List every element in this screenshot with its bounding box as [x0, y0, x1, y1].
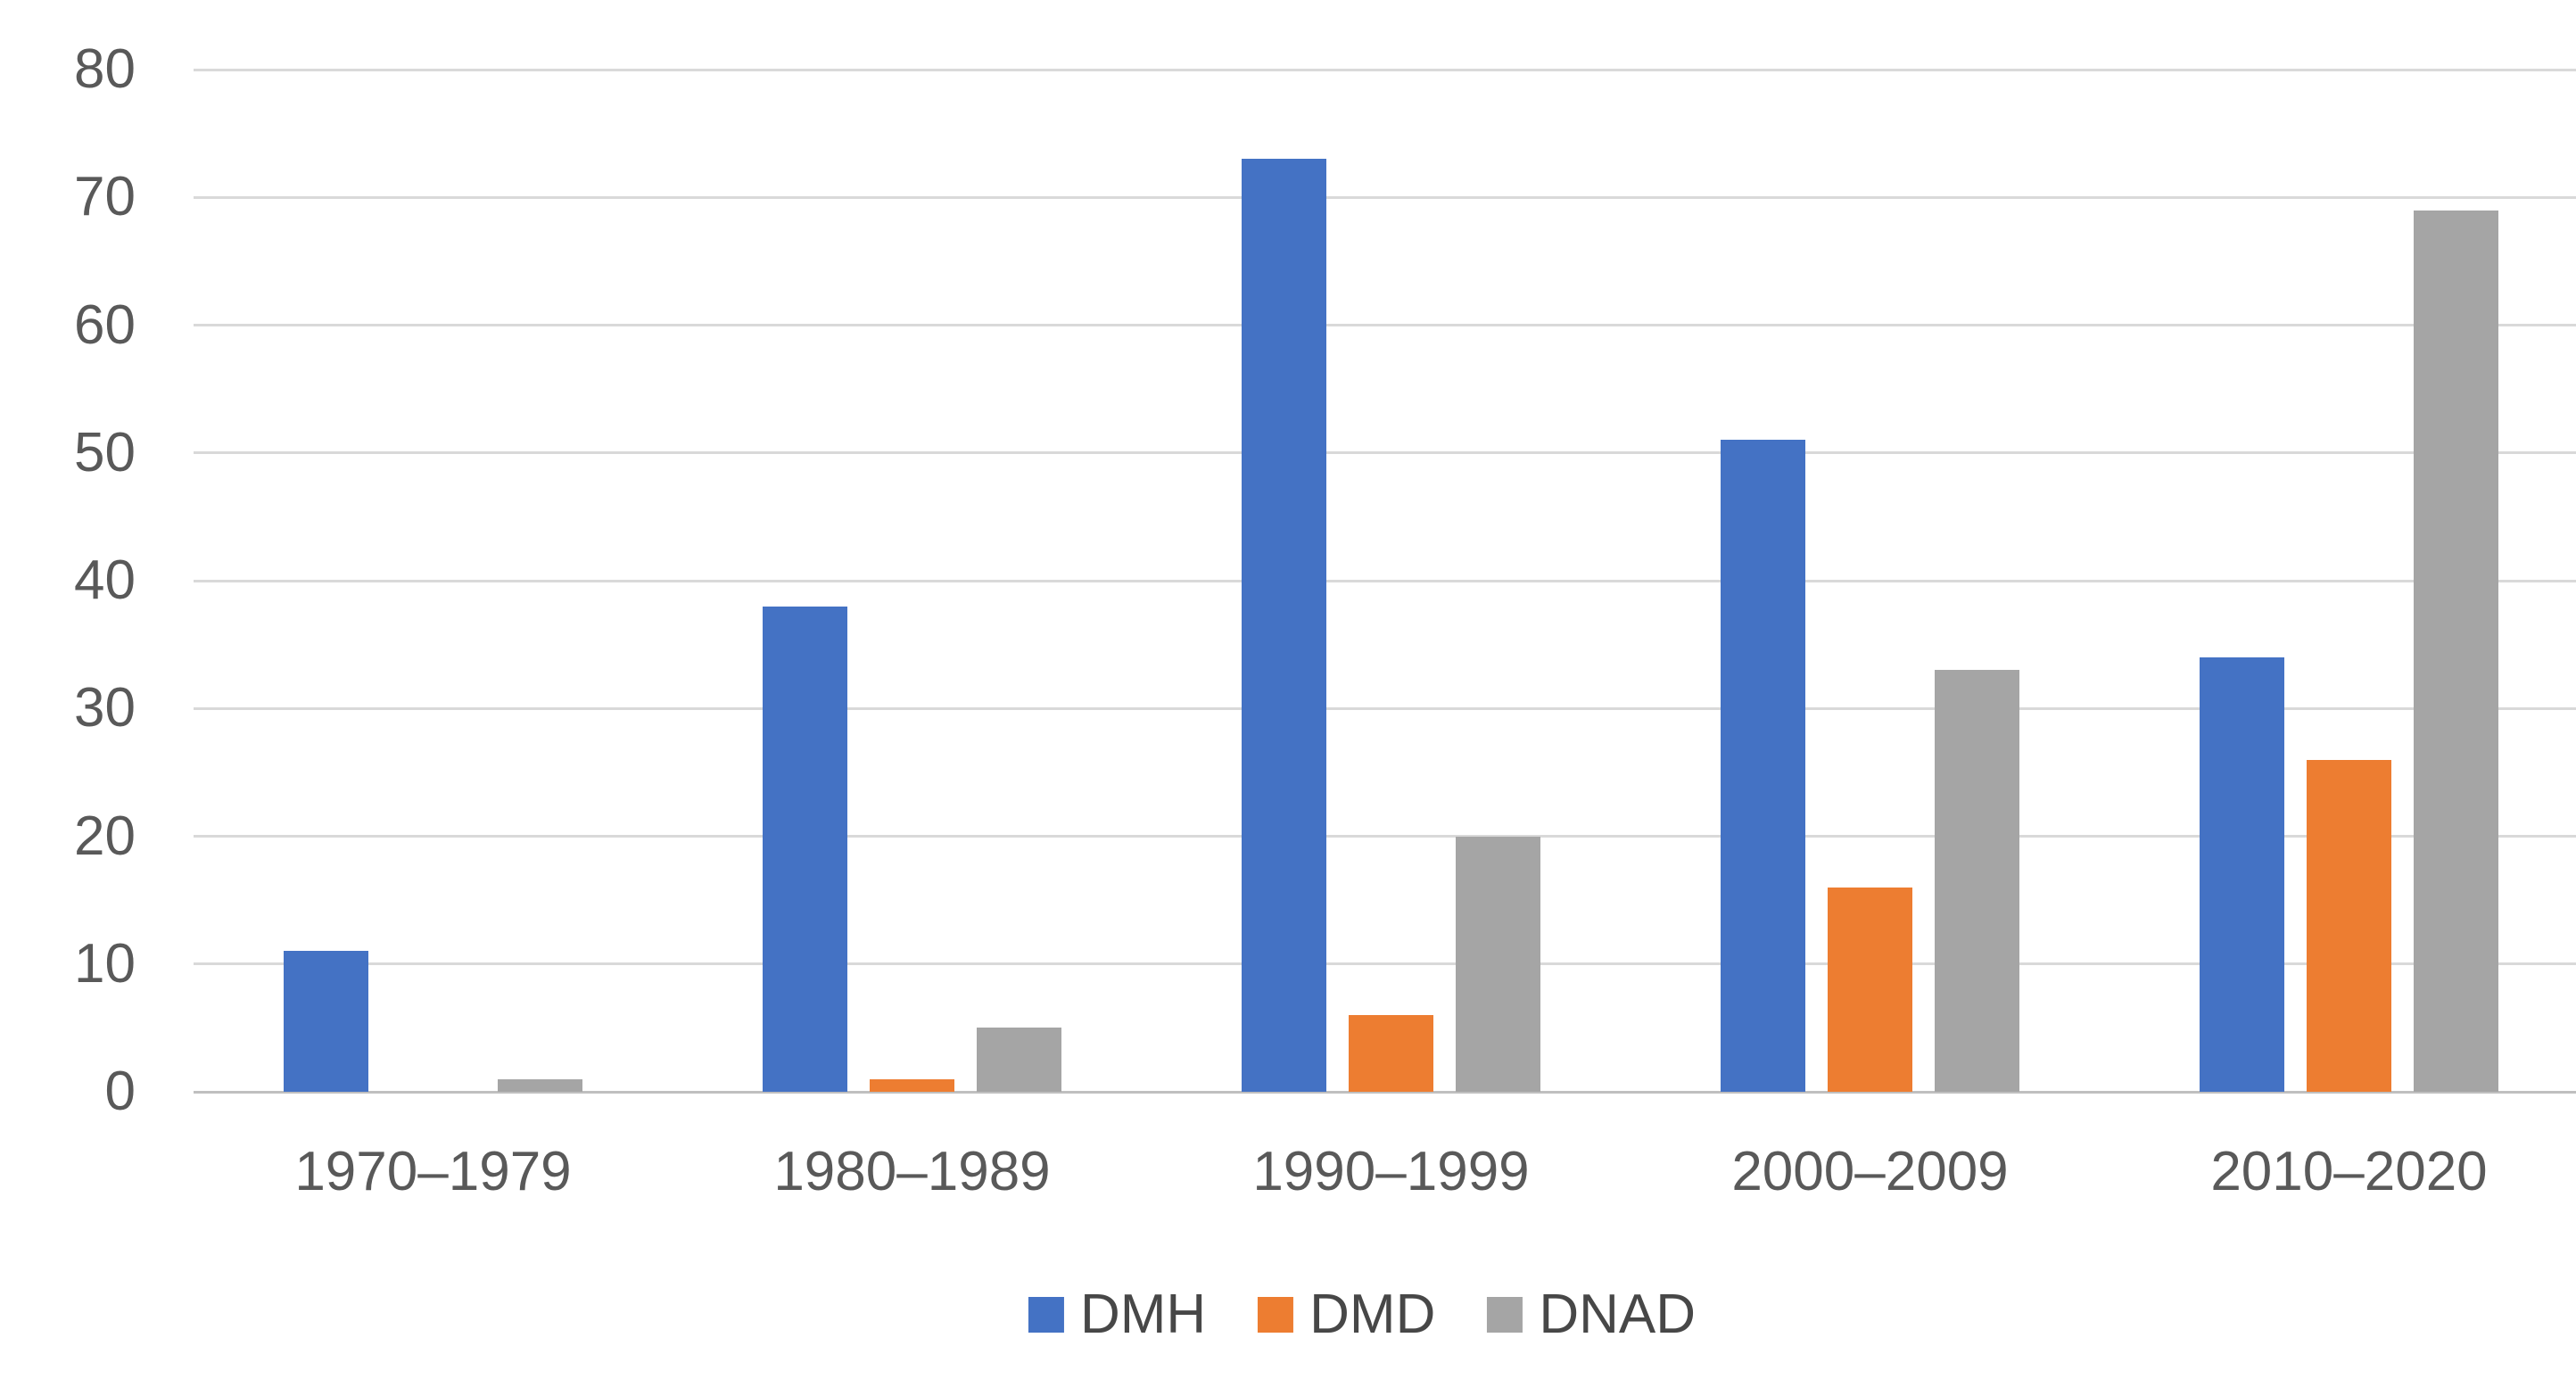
- y-tick-label-50: 50: [36, 425, 136, 482]
- gridline-40: [194, 580, 2576, 582]
- bar-dnad-2010–2020: [2414, 211, 2498, 1092]
- y-tick-label-40: 40: [36, 552, 136, 609]
- bar-dmh-2000–2009: [1721, 440, 1805, 1092]
- y-tick-label-10: 10: [36, 936, 136, 993]
- gridline-70: [194, 196, 2576, 199]
- bar-dnad-1970–1979: [498, 1079, 582, 1092]
- gridline-60: [194, 324, 2576, 326]
- bar-dmh-2010–2020: [2200, 657, 2284, 1092]
- bar-dmh-1970–1979: [284, 951, 368, 1092]
- legend-label-dmd: DMD: [1309, 1286, 1435, 1342]
- x-category-label-2000–2009: 2000–2009: [1603, 1144, 2138, 1201]
- legend-item-dmh: DMH: [1028, 1286, 1206, 1342]
- y-tick-label-30: 30: [36, 680, 136, 737]
- x-category-label-2010–2020: 2010–2020: [2082, 1144, 2576, 1201]
- bar-dmd-1990–1999: [1349, 1015, 1433, 1092]
- gridline-80: [194, 69, 2576, 71]
- legend-label-dmh: DMH: [1080, 1286, 1206, 1342]
- bar-dnad-1980–1989: [977, 1028, 1061, 1092]
- bar-dmh-1980–1989: [763, 607, 847, 1092]
- y-tick-label-80: 80: [36, 41, 136, 98]
- y-tick-label-0: 0: [36, 1063, 136, 1120]
- bar-dmd-2010–2020: [2307, 760, 2391, 1092]
- x-category-label-1990–1999: 1990–1999: [1124, 1144, 1659, 1201]
- legend: DMH DMD DNAD: [1028, 1286, 1696, 1342]
- x-category-label-1980–1989: 1980–1989: [645, 1144, 1180, 1201]
- bar-dnad-1990–1999: [1456, 837, 1540, 1093]
- legend-swatch-dnad: [1487, 1297, 1523, 1333]
- legend-item-dnad: DNAD: [1487, 1286, 1696, 1342]
- legend-label-dnad: DNAD: [1539, 1286, 1696, 1342]
- legend-swatch-dmh: [1028, 1297, 1064, 1333]
- bar-dmd-2000–2009: [1828, 888, 1912, 1092]
- bar-dmh-1990–1999: [1242, 159, 1326, 1092]
- bar-dnad-2000–2009: [1935, 670, 2019, 1092]
- legend-item-dmd: DMD: [1258, 1286, 1435, 1342]
- y-tick-label-70: 70: [36, 169, 136, 226]
- legend-swatch-dmd: [1258, 1297, 1293, 1333]
- y-tick-label-20: 20: [36, 808, 136, 865]
- y-tick-label-60: 60: [36, 297, 136, 354]
- bar-dmd-1980–1989: [870, 1079, 954, 1092]
- gridline-50: [194, 451, 2576, 454]
- x-category-label-1970–1979: 1970–1979: [166, 1144, 701, 1201]
